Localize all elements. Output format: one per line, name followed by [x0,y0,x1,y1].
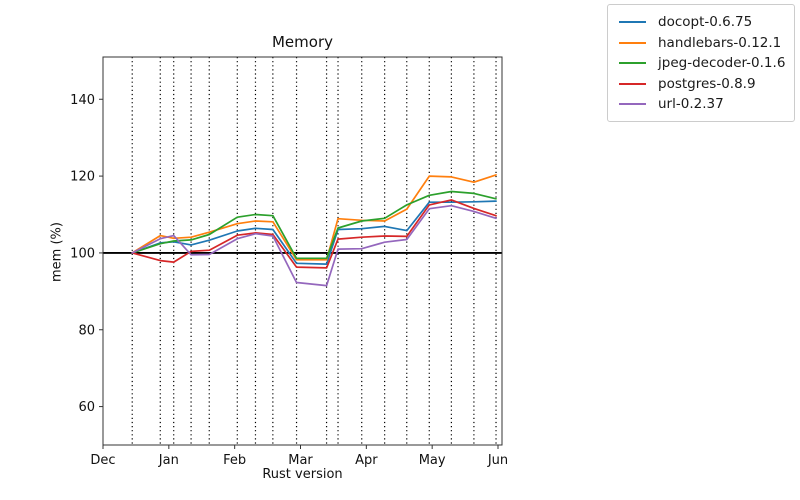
x-axis-label: Rust version [262,467,343,482]
y-axis-label: mem (%) [49,222,65,282]
legend-item-jpeg-decoder-0.1.6: jpeg-decoder-0.1.6 [616,53,786,74]
x-tick-label: Dec [90,453,115,468]
series-line-jpeg-decoder-0.1.6 [131,190,497,260]
x-tick-label: Feb [223,453,246,468]
legend-line-swatch [619,103,646,106]
legend-label: handlebars-0.12.1 [658,34,782,51]
series-line-handlebars-0.12.1 [131,174,497,261]
x-tick-label: Mar [288,453,313,468]
series-line-postgres-0.8.9 [131,199,497,269]
legend-item-docopt-0.6.75: docopt-0.6.75 [616,12,786,33]
legend-item-url-0.2.37: url-0.2.37 [616,94,786,115]
y-tick-label: 60 [78,400,95,415]
series-line-url-0.2.37 [131,204,497,287]
x-tick-label: Jun [487,453,508,468]
x-tick-label: May [419,453,446,468]
x-tick-label: Apr [355,453,378,468]
legend-label: jpeg-decoder-0.1.6 [658,55,786,72]
legend-line-swatch [619,82,646,85]
legend-label: url-0.2.37 [658,96,724,113]
legend-label: postgres-0.8.9 [658,75,756,92]
legend-line-swatch [619,62,646,65]
y-tick-label: 80 [78,323,95,338]
chart-title: Memory [271,33,333,51]
legend-line-swatch [619,21,646,24]
legend-item-postgres-0.8.9: postgres-0.8.9 [616,74,786,95]
legend-label: docopt-0.6.75 [658,14,753,31]
series-line-docopt-0.6.75 [131,200,497,265]
legend-line-swatch [619,41,646,44]
x-tick-label: Jan [158,453,179,468]
legend-item-handlebars-0.12.1: handlebars-0.12.1 [616,33,786,54]
y-tick-label: 140 [70,93,95,108]
y-tick-label: 120 [70,170,95,185]
y-tick-label: 100 [70,246,95,261]
axes-frame [102,56,503,446]
legend-box: docopt-0.6.75 handlebars-0.12.1 jpeg-decod… [607,4,795,122]
